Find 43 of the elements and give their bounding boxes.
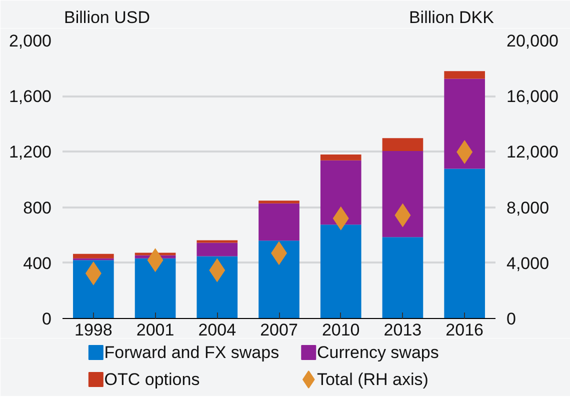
legend-label: OTC options	[104, 370, 200, 389]
bar	[382, 138, 424, 152]
x-tick-label: 2004	[198, 320, 236, 340]
bar	[73, 260, 114, 318]
bar	[444, 78, 485, 169]
x-tick-label: 2007	[260, 320, 298, 340]
x-tick-label: 2016	[446, 320, 484, 340]
bar	[258, 203, 300, 241]
bar	[444, 168, 485, 318]
y-tick-label: 0	[42, 310, 52, 328]
x-tick-label: 2013	[384, 320, 422, 340]
y2-tick-label: 0	[506, 310, 516, 328]
bar	[73, 254, 114, 258]
y2-tick-label: 16,000	[506, 87, 558, 106]
bar	[258, 200, 300, 204]
bar	[320, 154, 362, 160]
bar	[444, 71, 485, 79]
y2-tick-label: 12,000	[506, 142, 558, 162]
legend-label: Forward and FX swaps	[104, 343, 280, 362]
y2-axis-title: Billion DKK	[408, 8, 495, 28]
legend-label: Total (RH axis)	[316, 370, 428, 389]
bar	[382, 151, 424, 238]
y2-tick-label: 4,000	[506, 254, 550, 273]
legend-label: Currency swaps	[316, 343, 439, 362]
y-tick-label: 1,200	[8, 142, 52, 162]
bar	[196, 240, 238, 243]
x-tick-label: 1998	[74, 320, 112, 340]
bar	[258, 240, 300, 318]
bar	[196, 242, 238, 256]
bar	[320, 224, 362, 318]
y-tick-label: 800	[23, 198, 52, 218]
y-tick-label: 2,000	[8, 32, 52, 50]
y2-tick-label: 8,000	[506, 198, 550, 218]
y-tick-label: 400	[23, 254, 52, 273]
bar	[196, 256, 238, 318]
x-tick-label: 2010	[322, 320, 360, 340]
y2-tick-label: 20,000	[506, 32, 558, 50]
bar	[134, 258, 176, 318]
y-axis-title: Billion USD	[64, 8, 150, 28]
y-tick-label: 1,600	[8, 87, 52, 106]
bar	[320, 160, 362, 225]
x-tick-label: 2001	[136, 320, 174, 340]
bar	[382, 237, 424, 318]
